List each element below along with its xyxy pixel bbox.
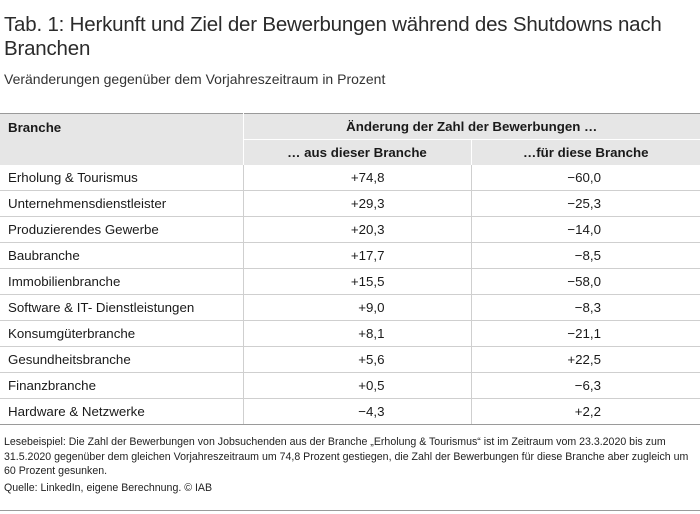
cell-from: +9,0 xyxy=(243,294,472,321)
cell-branche: Hardware & Netzwerke xyxy=(0,398,244,425)
cell-to: −60,0 xyxy=(471,165,700,191)
cell-from: +8,1 xyxy=(243,320,472,347)
cell-from: +29,3 xyxy=(243,190,472,217)
header-branche: Branche xyxy=(0,113,244,165)
table-row: Software & IT- Dienstleistungen +9,0 −8,3 xyxy=(0,294,700,321)
table-row: Erholung & Tourismus +74,8 −60,0 xyxy=(0,165,700,191)
table-row: Finanzbranche +0,5 −6,3 xyxy=(0,372,700,399)
cell-from: +5,6 xyxy=(243,346,472,373)
cell-to: +22,5 xyxy=(471,346,700,373)
cell-branche: Software & IT- Dienstleistungen xyxy=(0,294,244,321)
header-from-branch: … aus dieser Branche xyxy=(243,139,472,165)
cell-from: −4,3 xyxy=(243,398,472,425)
table-row: Hardware & Netzwerke −4,3 +2,2 xyxy=(0,398,700,425)
cell-branche: Gesundheitsbranche xyxy=(0,346,244,373)
table-row: Produzierendes Gewerbe +20,3 −14,0 xyxy=(0,216,700,243)
cell-to: −21,1 xyxy=(471,320,700,347)
cell-branche: Erholung & Tourismus xyxy=(0,165,244,191)
cell-to: −8,5 xyxy=(471,242,700,269)
cell-branche: Immobilienbranche xyxy=(0,268,244,295)
table-row: Gesundheitsbranche +5,6 +22,5 xyxy=(0,346,700,373)
reading-example-note: Lesebeispiel: Die Zahl der Bewerbungen v… xyxy=(4,436,689,477)
cell-branche: Finanzbranche xyxy=(0,372,244,399)
cell-to: +2,2 xyxy=(471,398,700,425)
table-body: Erholung & Tourismus +74,8 −60,0 Unternehm… xyxy=(0,165,700,425)
cell-to: −8,3 xyxy=(471,294,700,321)
table-row: Immobilienbranche +15,5 −58,0 xyxy=(0,268,700,295)
table-title: Tab. 1: Herkunft und Ziel der Bewerbunge… xyxy=(4,13,662,60)
cell-to: −14,0 xyxy=(471,216,700,243)
cell-from: +0,5 xyxy=(243,372,472,399)
table-row: Konsumgüterbranche +8,1 −21,1 xyxy=(0,320,700,347)
cell-branche: Baubranche xyxy=(0,242,244,269)
table-row: Baubranche +17,7 −8,5 xyxy=(0,242,700,269)
cell-from: +17,7 xyxy=(243,242,472,269)
cell-to: −58,0 xyxy=(471,268,700,295)
header-change-group: Änderung der Zahl der Bewerbungen … xyxy=(243,113,700,140)
bottom-divider xyxy=(0,510,700,511)
data-table: Branche Änderung der Zahl der Bewerbunge… xyxy=(0,113,700,425)
header-to-branch: …für diese Branche xyxy=(471,139,700,165)
cell-branche: Konsumgüterbranche xyxy=(0,320,244,347)
table-subtitle: Veränderungen gegenüber dem Vorjahreszei… xyxy=(4,71,386,87)
source-line: Quelle: LinkedIn, eigene Berechnung. © I… xyxy=(4,482,213,494)
cell-to: −6,3 xyxy=(471,372,700,399)
cell-from: +15,5 xyxy=(243,268,472,295)
table-header: Branche Änderung der Zahl der Bewerbunge… xyxy=(0,113,700,165)
cell-branche: Unternehmensdienstleister xyxy=(0,190,244,217)
cell-from: +74,8 xyxy=(243,165,472,191)
cell-branche: Produzierendes Gewerbe xyxy=(0,216,244,243)
cell-from: +20,3 xyxy=(243,216,472,243)
cell-to: −25,3 xyxy=(471,190,700,217)
table-row: Unternehmensdienstleister +29,3 −25,3 xyxy=(0,190,700,217)
